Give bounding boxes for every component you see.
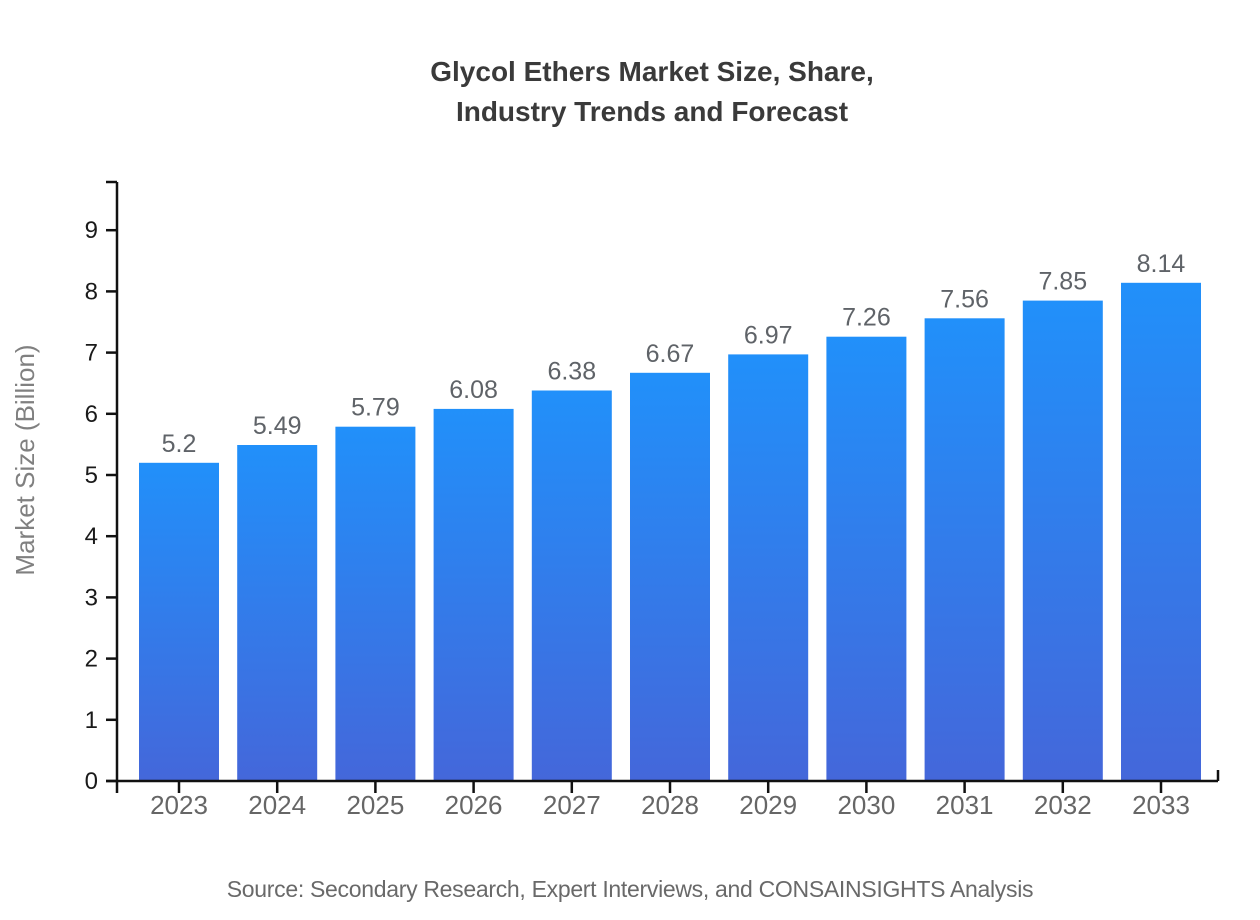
x-tick-label: 2033 (1132, 790, 1190, 820)
bar-value-label: 6.08 (449, 376, 498, 404)
bar-2029 (728, 354, 809, 781)
bar-2030 (826, 336, 907, 781)
y-tick-label: 9 (85, 217, 98, 244)
bar-value-label: 6.97 (744, 321, 793, 349)
bar-value-label: 6.38 (547, 358, 596, 386)
bar-value-label: 8.14 (1137, 250, 1186, 278)
x-tick-label: 2024 (248, 790, 306, 820)
bar-value-label: 7.85 (1038, 268, 1087, 296)
x-tick-label: 2032 (1034, 790, 1092, 820)
bar-2031 (924, 318, 1005, 781)
y-axis-title: Market Size (Billion) (10, 344, 40, 575)
y-tick-label: 5 (85, 462, 98, 489)
chart-title-line1: Glycol Ethers Market Size, Share, (430, 56, 874, 87)
x-tick-label: 2028 (641, 790, 699, 820)
bar-value-label: 7.26 (842, 304, 891, 332)
x-tick-label: 2029 (739, 790, 797, 820)
x-tick-label: 2030 (837, 790, 895, 820)
y-tick-label: 3 (85, 584, 98, 611)
bar-value-label: 6.67 (646, 340, 695, 368)
y-tick-label: 2 (85, 646, 98, 673)
chart-title-line2: Industry Trends and Forecast (455, 95, 849, 127)
y-tick-label: 0 (85, 768, 98, 795)
chart-title: Glycol Ethers Market Size, Share, Indust… (22, 52, 1260, 132)
y-tick-label: 8 (85, 278, 98, 305)
x-tick-label: 2031 (936, 790, 994, 820)
bar-2032 (1022, 300, 1103, 781)
y-tick-label: 4 (85, 523, 98, 550)
y-tick-label: 1 (85, 707, 98, 734)
bar-2033 (1121, 282, 1201, 781)
bar-2028 (630, 372, 710, 781)
x-tick-label: 2027 (543, 790, 601, 820)
source-text: Source: Secondary Research, Expert Inter… (226, 876, 1034, 902)
bar-2026 (433, 408, 514, 781)
bar-value-label: 5.2 (162, 430, 197, 458)
y-tick-label: 7 (85, 340, 98, 367)
bar-value-label: 7.56 (940, 285, 989, 313)
x-tick-label: 2023 (150, 790, 208, 820)
x-tick-label: 2025 (346, 790, 404, 820)
bar-2023 (139, 462, 219, 781)
bar-value-label: 5.49 (253, 412, 302, 440)
bar-value-label: 5.79 (351, 394, 400, 422)
bar-2027 (531, 390, 612, 781)
y-tick-label: 6 (85, 401, 98, 428)
bar-2025 (335, 426, 416, 781)
bar-2024 (237, 445, 318, 781)
x-tick-label: 2026 (445, 790, 503, 820)
